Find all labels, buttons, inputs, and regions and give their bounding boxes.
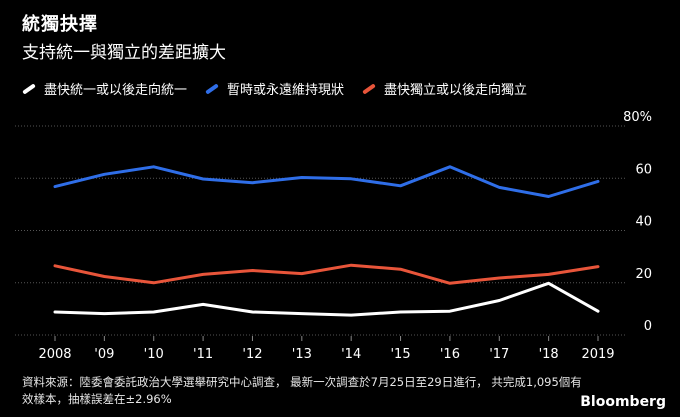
x-tick-label: '11: [193, 347, 213, 362]
chart-title: 統獨抉擇: [22, 14, 98, 35]
series-line-independence: [53, 263, 600, 285]
x-tick-label: '15: [390, 347, 410, 362]
y-tick-label: 40: [635, 215, 652, 230]
x-tick-label: 2019: [581, 347, 614, 362]
legend: 盡快統一或以後走向統一 暫時或永遠維持現狀 盡快獨立或以後走向獨立: [22, 79, 545, 98]
y-tick-label: 80%: [623, 110, 652, 125]
y-tick-label: 0: [644, 319, 652, 334]
x-tick-label: 2008: [38, 347, 71, 362]
bloomberg-logo: Bloomberg: [580, 394, 666, 410]
x-tick-label: '10: [144, 347, 164, 362]
chart-subtitle: 支持統一與獨立的差距擴大: [22, 43, 226, 63]
x-tick-label: '13: [292, 347, 312, 362]
legend-item-status-quo: 暫時或永遠維持現狀: [205, 79, 344, 98]
legend-label-status-quo: 暫時或永遠維持現狀: [227, 83, 345, 98]
x-tick-label: '12: [242, 347, 262, 362]
legend-item-unification: 盡快統一或以後走向統一: [22, 79, 187, 98]
x-tick-label: '17: [489, 347, 509, 362]
x-tick-label: '09: [94, 347, 114, 362]
legend-item-independence: 盡快獨立或以後走向獨立: [362, 79, 527, 98]
legend-label-independence: 盡快獨立或以後走向獨立: [384, 83, 528, 98]
series-line-status-quo: [53, 165, 600, 198]
y-tick-label: 20: [635, 267, 652, 282]
series-line-unification: [53, 281, 600, 317]
x-tick-label: '18: [539, 347, 559, 362]
x-tick-label: '16: [440, 347, 460, 362]
source-note: 資料來源：陸委會委託政治大學選舉研究中心調查， 最新一次調查於7月25日至29日…: [22, 375, 582, 406]
legend-label-unification: 盡快統一或以後走向統一: [44, 83, 188, 98]
y-tick-label: 60: [635, 162, 652, 177]
x-tick-label: '14: [341, 347, 361, 362]
